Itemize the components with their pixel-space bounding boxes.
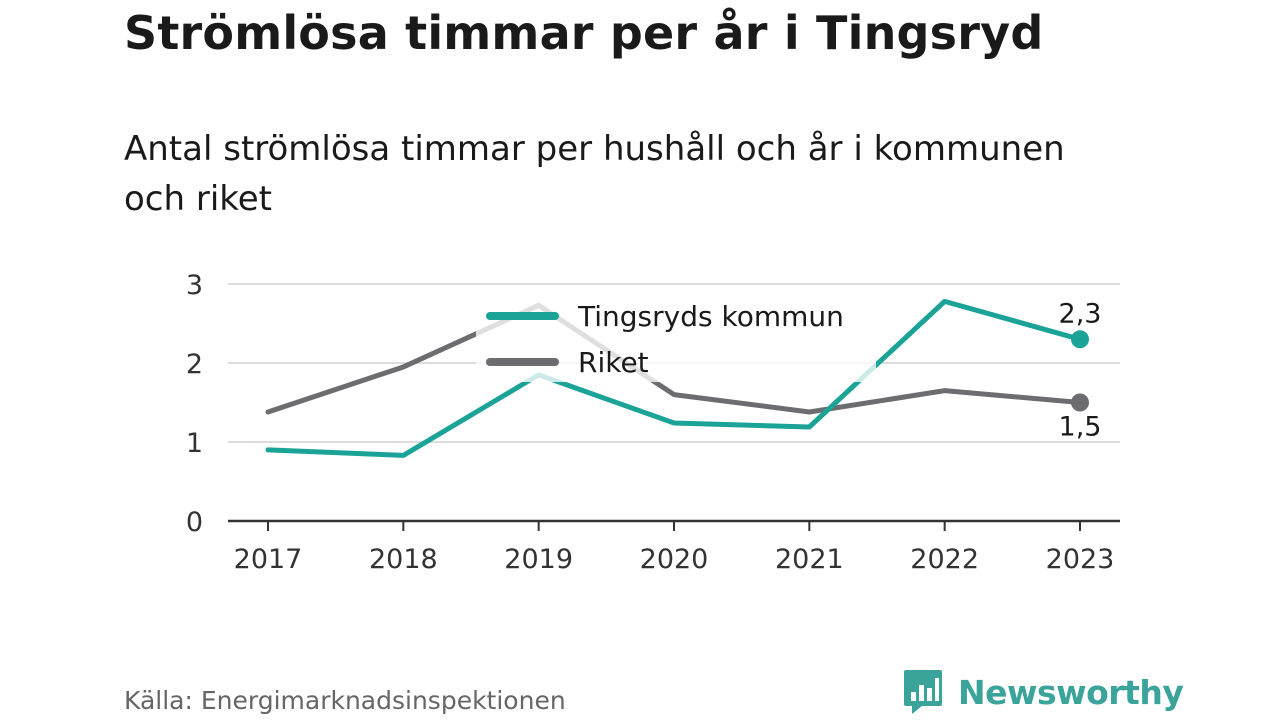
x-tick-label: 2023 [1046, 544, 1115, 575]
y-tick-label: 2 [186, 349, 203, 380]
series-line-tingsryd [265, 298, 1083, 458]
data-label: 1,5 [1059, 412, 1102, 443]
chart-title: Strömlösa timmar per år i Tingsryd [124, 6, 1044, 60]
x-tick-label: 2018 [369, 544, 438, 575]
series-line-riket [265, 302, 1083, 415]
x-tick-label: 2022 [910, 544, 979, 575]
brand-logo: Newsworthy [902, 668, 1184, 716]
source-note: Källa: Energimarknadsinspektionen [124, 686, 566, 715]
x-tick-label: 2017 [234, 544, 303, 575]
x-tick-label: 2021 [775, 544, 844, 575]
legend-label: Tingsryds kommun [577, 300, 844, 333]
brand-name: Newsworthy [958, 672, 1184, 712]
line-chart: 0 1 2 3 2017 2018 2019 2020 2021 2022 2023 Tingsryd… [186, 270, 1120, 575]
legend-background [476, 290, 876, 382]
y-tick-label: 1 [186, 428, 203, 459]
x-tick-label: 2020 [640, 544, 709, 575]
x-tick-label: 2019 [504, 544, 573, 575]
legend-label: Riket [578, 346, 649, 379]
chart-subtitle: Antal strömlösa timmar per hushåll och å… [124, 129, 1065, 219]
y-tick-label: 0 [186, 507, 203, 538]
data-label: 2,3 [1059, 298, 1102, 329]
y-tick-label: 3 [186, 270, 203, 301]
bar-chart-speech-bubble-icon [904, 670, 942, 714]
end-point-tingsryd [1071, 330, 1089, 349]
end-point-riket [1071, 393, 1089, 412]
